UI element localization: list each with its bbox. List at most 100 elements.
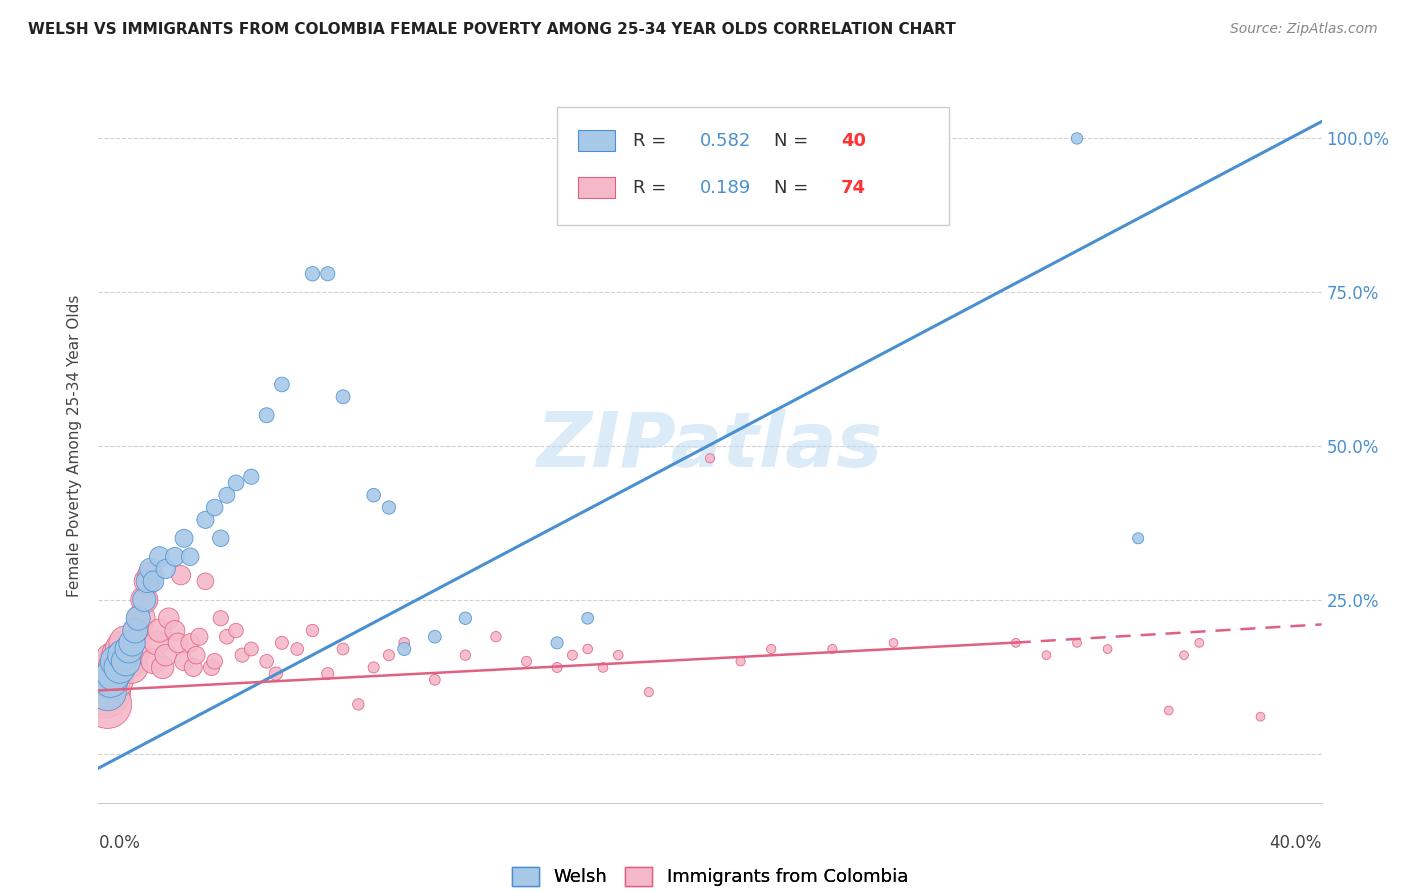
Point	[194, 513, 217, 527]
Point	[301, 624, 323, 638]
Point	[111, 648, 134, 662]
Point	[363, 660, 385, 674]
Point	[121, 660, 143, 674]
Point	[179, 549, 201, 564]
Text: R =: R =	[633, 178, 672, 196]
Point	[93, 685, 115, 699]
Point	[142, 574, 165, 589]
Y-axis label: Female Poverty Among 25-34 Year Olds: Female Poverty Among 25-34 Year Olds	[67, 295, 83, 597]
Point	[115, 636, 138, 650]
Point	[136, 574, 159, 589]
Text: 74: 74	[841, 178, 866, 196]
Text: 0.189: 0.189	[700, 178, 751, 196]
Point	[240, 642, 263, 657]
Point	[225, 475, 247, 490]
Point	[111, 642, 134, 657]
Point	[124, 642, 146, 657]
Point	[1004, 636, 1026, 650]
Point	[392, 636, 416, 650]
Point	[215, 630, 238, 644]
Point	[423, 673, 446, 687]
Point	[103, 654, 125, 668]
Point	[821, 642, 844, 657]
Point	[1157, 704, 1180, 718]
Point	[316, 666, 339, 681]
Point	[149, 624, 172, 638]
Point	[454, 611, 477, 625]
Point	[145, 636, 167, 650]
Point	[155, 648, 177, 662]
Point	[115, 654, 138, 668]
Point	[1188, 636, 1211, 650]
Text: Source: ZipAtlas.com: Source: ZipAtlas.com	[1230, 22, 1378, 37]
Point	[240, 469, 263, 483]
Point	[124, 624, 146, 638]
Point	[118, 642, 141, 657]
Point	[1066, 636, 1088, 650]
Point	[129, 611, 152, 625]
Point	[485, 630, 508, 644]
Point	[118, 654, 141, 668]
Point	[157, 611, 180, 625]
Point	[97, 685, 120, 699]
Text: R =: R =	[633, 132, 672, 150]
Point	[209, 611, 232, 625]
Point	[127, 624, 149, 638]
Point	[139, 568, 162, 582]
Point	[163, 624, 186, 638]
Text: 40.0%: 40.0%	[1270, 834, 1322, 852]
Point	[108, 660, 131, 674]
Point	[1128, 531, 1150, 545]
Point	[264, 666, 287, 681]
Point	[105, 654, 128, 668]
Point	[127, 611, 149, 625]
Point	[100, 666, 122, 681]
Point	[1097, 642, 1119, 657]
Point	[136, 574, 159, 589]
Point	[378, 648, 401, 662]
Point	[576, 611, 599, 625]
FancyBboxPatch shape	[578, 130, 614, 152]
Point	[270, 636, 292, 650]
Point	[392, 642, 416, 657]
Point	[454, 648, 477, 662]
Text: WELSH VS IMMIGRANTS FROM COLOMBIA FEMALE POVERTY AMONG 25-34 YEAR OLDS CORRELATI: WELSH VS IMMIGRANTS FROM COLOMBIA FEMALE…	[28, 22, 956, 37]
Text: N =: N =	[773, 132, 814, 150]
Legend: Welsh, Immigrants from Colombia: Welsh, Immigrants from Colombia	[505, 860, 915, 892]
Point	[173, 654, 195, 668]
Point	[256, 409, 278, 423]
Point	[215, 488, 238, 502]
Point	[149, 549, 172, 564]
Point	[316, 267, 339, 281]
Point	[1173, 648, 1195, 662]
Point	[108, 648, 131, 662]
Text: ZIPatlas: ZIPatlas	[537, 409, 883, 483]
Point	[607, 648, 630, 662]
Point	[516, 654, 538, 668]
Point	[188, 630, 211, 644]
Point	[1249, 709, 1271, 723]
Point	[546, 660, 568, 674]
Text: N =: N =	[773, 178, 814, 196]
Point	[194, 574, 217, 589]
Point	[561, 648, 583, 662]
Point	[423, 630, 446, 644]
FancyBboxPatch shape	[557, 107, 949, 225]
Point	[285, 642, 308, 657]
Point	[231, 648, 253, 662]
Point	[179, 636, 201, 650]
Point	[301, 267, 323, 281]
Point	[103, 673, 125, 687]
Point	[546, 636, 568, 650]
Point	[1035, 648, 1057, 662]
Point	[883, 636, 905, 650]
Point	[97, 698, 120, 712]
Point	[134, 592, 156, 607]
Point	[204, 654, 226, 668]
Point	[270, 377, 292, 392]
Point	[204, 500, 226, 515]
Point	[155, 562, 177, 576]
Point	[105, 660, 128, 674]
Point	[1066, 131, 1088, 145]
Point	[186, 648, 208, 662]
